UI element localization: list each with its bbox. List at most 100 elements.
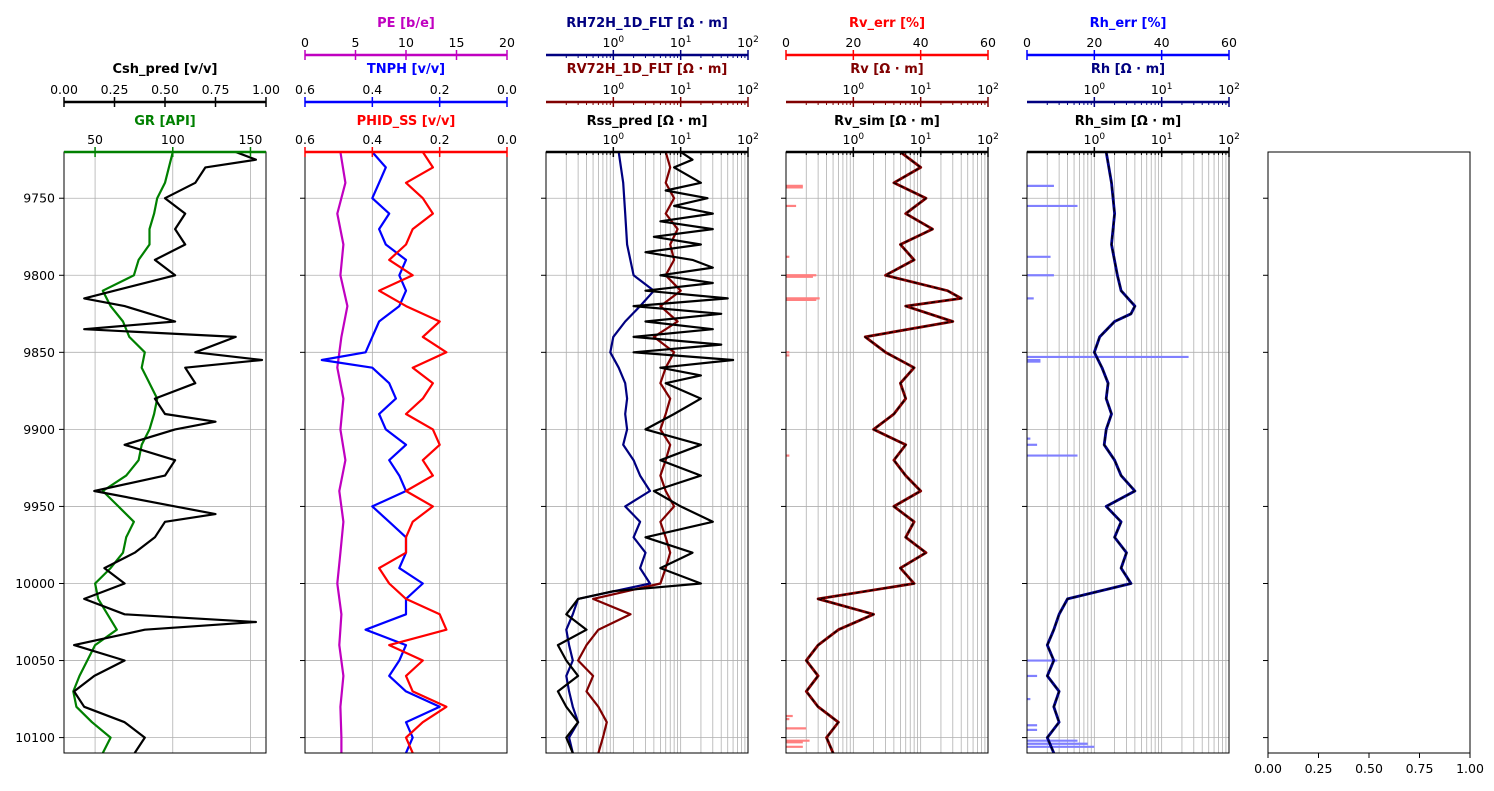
- tick-label: 101: [1151, 82, 1173, 97]
- track-4: 100 101 102 Rv_sim [Ω · m] 100 101 102 Rv [Ω · …: [782, 16, 999, 754]
- track-grid: [1027, 152, 1229, 753]
- tick-label: 0.2: [430, 82, 450, 97]
- track-6: 0.00 0.25 0.50 0.75 1.00: [1254, 151, 1484, 776]
- tick-label: 50: [87, 132, 103, 147]
- tick-label: 20: [1086, 35, 1102, 50]
- tick-label: 1.00: [252, 82, 280, 97]
- tick-label: 0.4: [362, 132, 382, 147]
- axis-2: 100 101 102 RV72H_1D_FLT [Ω · m]: [546, 62, 759, 107]
- tick-label: 60: [1221, 35, 1237, 50]
- depth-tick-label: 10000: [15, 576, 55, 591]
- depth-tick-label: 9900: [23, 422, 55, 437]
- axis-label: Rh [Ω · m]: [1091, 62, 1165, 77]
- tick-label: 100: [1084, 132, 1106, 147]
- depth-tick-label: 9750: [23, 191, 55, 206]
- axis-3: 100 101 102 RH72H_1D_FLT [Ω · m]: [546, 16, 759, 60]
- tick-label: 102: [1218, 82, 1240, 97]
- axis-label: RV72H_1D_FLT [Ω · m]: [567, 62, 728, 77]
- tick-label: 0.0: [497, 82, 517, 97]
- axis-2: 100 101 102 Rv [Ω · m]: [786, 62, 999, 107]
- tick-label: 102: [977, 132, 999, 147]
- tick-label: 100: [161, 132, 185, 147]
- tick-label: 20: [845, 35, 861, 50]
- depth-tick-label: 10050: [15, 653, 55, 668]
- tick-label: 0.2: [430, 132, 450, 147]
- series-rv72h-1d-flt: [576, 152, 682, 753]
- tick-label: 100: [1084, 82, 1106, 97]
- series-phid-ss: [378, 152, 448, 753]
- axis-label: Csh_pred [v/v]: [113, 62, 218, 77]
- series-csh-pred: [72, 152, 264, 753]
- tick-label: 150: [239, 132, 263, 147]
- series-rv-sim: [805, 152, 962, 753]
- depth-tick-label: 9950: [23, 499, 55, 514]
- tick-label: 10: [398, 35, 414, 50]
- axis-1: 100 101 102 Rss_pred [Ω · m]: [546, 114, 759, 157]
- series-pe: [336, 152, 349, 753]
- tick-label: 0.25: [101, 82, 129, 97]
- tick-label: 101: [670, 132, 692, 147]
- tick-label: 40: [1154, 35, 1170, 50]
- tick-label: 0.00: [50, 82, 78, 97]
- tick-label: 102: [737, 132, 759, 147]
- axis-label: Rss_pred [Ω · m]: [587, 114, 708, 129]
- axis-label: Rh_sim [Ω · m]: [1075, 114, 1182, 129]
- track-grid: [786, 152, 988, 753]
- tick-label: 102: [737, 35, 759, 50]
- track-2: 0.6 0.4 0.2 0.0 PHID_SS [v/v] 0.6 0.4 0.2 0.0 TNP…: [295, 16, 517, 754]
- track-grid: [64, 152, 266, 753]
- tick-label: 0.50: [151, 82, 179, 97]
- tick-label: 0.75: [1406, 761, 1434, 776]
- tick-label: 102: [977, 82, 999, 97]
- axis-2: 0.00 0.25 0.50 0.75 1.00 Csh_pred [v/v]: [50, 62, 280, 107]
- depth-tick-label: 10100: [15, 730, 55, 745]
- tick-label: 101: [670, 82, 692, 97]
- axis-label: TNPH [v/v]: [367, 62, 445, 77]
- axis-3: 0 5 10 15 20 PE [b/e]: [301, 16, 515, 60]
- tick-label: 0.25: [1305, 761, 1333, 776]
- tick-label: 102: [737, 82, 759, 97]
- axis-1: 100 101 102 Rv_sim [Ω · m]: [786, 114, 999, 157]
- track-frame: [785, 151, 989, 754]
- tick-label: 0.75: [202, 82, 230, 97]
- axis-label: GR [API]: [134, 114, 196, 129]
- series-rv: [804, 152, 963, 753]
- axis-label: Rv [Ω · m]: [850, 62, 923, 77]
- axis-1: 50 100 150 GR [API]: [64, 114, 266, 157]
- series-rh72h-1d-flt: [565, 152, 656, 753]
- track-frame: [63, 151, 267, 754]
- track-5: 100 101 102 Rh_sim [Ω · m] 100 101 102 Rh [Ω · …: [1023, 16, 1240, 754]
- depth-tick-label: 9800: [23, 268, 55, 283]
- tick-label: 100: [843, 132, 865, 147]
- tick-label: 20: [499, 35, 515, 50]
- axis-label: Rv_sim [Ω · m]: [834, 114, 940, 129]
- series-gr: [72, 152, 174, 753]
- tick-label: 0: [301, 35, 309, 50]
- tick-label: 0.4: [362, 82, 382, 97]
- track-frame: [545, 151, 749, 754]
- axis-label: RH72H_1D_FLT [Ω · m]: [566, 16, 728, 31]
- tick-label: 0.0: [497, 132, 517, 147]
- tick-label: 101: [1151, 132, 1173, 147]
- axis-1: 100 101 102 Rh_sim [Ω · m]: [1027, 114, 1240, 157]
- axis-label: Rh_err [%]: [1090, 16, 1167, 31]
- series-tnph: [320, 152, 441, 753]
- track-frame: [1267, 151, 1471, 754]
- axis-3: 0 20 40 60 Rv_err [%]: [782, 16, 996, 60]
- tick-label: 0.6: [295, 82, 315, 97]
- series-rh-sim: [1046, 152, 1136, 753]
- track-frame: [1026, 151, 1230, 754]
- tick-label: 101: [910, 132, 932, 147]
- tick-label: 5: [352, 35, 360, 50]
- tick-label: 0.00: [1254, 761, 1282, 776]
- axis-label: PE [b/e]: [377, 16, 435, 31]
- tick-label: 0: [1023, 35, 1031, 50]
- tick-label: 15: [449, 35, 465, 50]
- tick-label: 60: [980, 35, 996, 50]
- depth-tick-label: 9850: [23, 345, 55, 360]
- axis-2: 100 101 102 Rh [Ω · m]: [1027, 62, 1240, 107]
- axis-1: 0.6 0.4 0.2 0.0 PHID_SS [v/v]: [295, 114, 517, 157]
- tick-label: 100: [603, 82, 625, 97]
